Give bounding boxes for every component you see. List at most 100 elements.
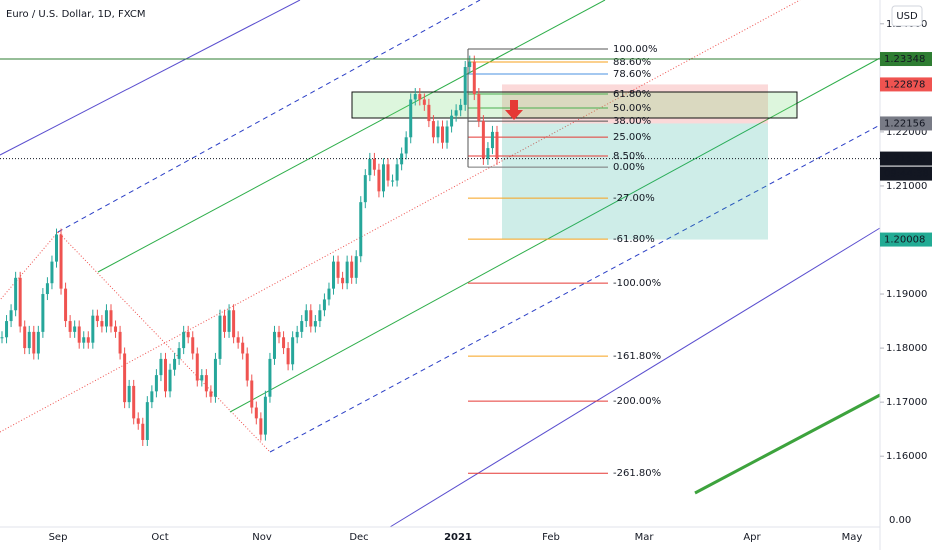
currency-button[interactable] xyxy=(891,5,923,27)
candle xyxy=(9,310,13,322)
candle xyxy=(254,407,258,419)
fib-label: -27.00% xyxy=(613,193,655,204)
arrow-down xyxy=(505,100,523,120)
candle xyxy=(413,94,417,100)
candle xyxy=(59,234,63,289)
time-label: Nov xyxy=(252,532,272,543)
candle xyxy=(104,310,108,327)
candle xyxy=(82,337,86,343)
candle xyxy=(368,158,372,176)
candle xyxy=(363,175,367,203)
candle xyxy=(154,375,158,392)
candle xyxy=(327,288,331,300)
candle xyxy=(18,277,22,327)
pitchfork-dashed-lower xyxy=(269,124,881,453)
stop-zone xyxy=(502,84,768,124)
candle xyxy=(218,315,222,359)
candle xyxy=(114,326,118,332)
price-badge-label: 1.21506 xyxy=(884,154,925,165)
candle xyxy=(145,402,149,440)
candle xyxy=(186,331,190,338)
candle xyxy=(100,321,104,327)
candle xyxy=(268,358,272,397)
fibonacci: 100.00% 88.60%78.60% 61.80% 50.00% 38.00% 25.… xyxy=(467,44,661,479)
candle xyxy=(395,164,399,181)
candle xyxy=(245,353,249,381)
price-badge xyxy=(880,151,932,166)
fib-label: 61.80% xyxy=(613,89,651,100)
candle xyxy=(386,164,390,181)
candle xyxy=(300,321,304,332)
candle xyxy=(54,234,58,262)
candle xyxy=(418,94,422,100)
y-tick-label: 1.18000 xyxy=(886,343,927,354)
candle xyxy=(91,315,95,343)
candle xyxy=(450,115,454,127)
candle xyxy=(272,331,276,359)
candle xyxy=(109,310,113,327)
candle xyxy=(250,380,254,408)
candle xyxy=(95,315,99,322)
candle xyxy=(14,277,18,311)
time-label: 2021 xyxy=(444,532,472,543)
candle xyxy=(309,310,313,327)
candle xyxy=(468,61,472,68)
candle xyxy=(159,358,163,376)
candle xyxy=(68,321,72,332)
candle xyxy=(73,326,77,332)
candle xyxy=(345,261,349,284)
candle xyxy=(223,315,227,332)
position-tool xyxy=(502,84,768,240)
candle xyxy=(441,126,445,143)
candle xyxy=(332,261,336,289)
target-zone xyxy=(502,123,768,240)
time-label: Feb xyxy=(542,532,560,543)
candle xyxy=(377,169,381,192)
candle xyxy=(259,418,263,435)
candle xyxy=(409,99,413,138)
time-label: Oct xyxy=(151,532,168,543)
candle xyxy=(322,299,326,311)
y-tick-label: 1.17000 xyxy=(886,397,927,408)
candle xyxy=(36,331,40,354)
y-tick-label: 1.21000 xyxy=(886,181,927,192)
fib-label: 100.00% xyxy=(613,44,658,55)
candles xyxy=(0,55,499,446)
candle xyxy=(123,353,127,403)
drawings xyxy=(0,0,881,528)
time-label: May xyxy=(842,532,863,543)
price-badge-label: 1.22878 xyxy=(884,79,925,90)
fib-label: 78.60% xyxy=(613,69,651,80)
candle xyxy=(241,342,245,354)
candle xyxy=(463,67,467,105)
candle xyxy=(5,321,9,338)
fib-label: -161.80% xyxy=(613,351,661,362)
candle xyxy=(127,385,131,403)
candle xyxy=(23,326,27,349)
candle xyxy=(182,331,186,349)
candle xyxy=(490,131,494,149)
candle xyxy=(381,164,385,192)
candle xyxy=(177,348,181,359)
time-label: Dec xyxy=(349,532,368,543)
candle xyxy=(445,126,449,143)
candle xyxy=(427,104,431,122)
candle xyxy=(404,137,408,154)
y-tick-label: 1.16000 xyxy=(886,451,927,462)
candle xyxy=(32,331,36,354)
zone-box xyxy=(351,91,798,119)
currency-label[interactable]: USD xyxy=(896,11,918,22)
pitchfork-green-lower xyxy=(229,57,881,413)
countdown-badge xyxy=(880,166,932,181)
candle xyxy=(27,331,31,349)
price-badge xyxy=(880,116,932,131)
fib-label: 38.00% xyxy=(613,116,651,127)
candle xyxy=(163,358,167,392)
candle xyxy=(0,337,4,339)
candle xyxy=(227,310,231,332)
candle xyxy=(286,348,290,365)
fib-label: -200.00% xyxy=(613,396,661,407)
price-badge-label: 1.20008 xyxy=(884,235,925,246)
candle xyxy=(64,288,68,322)
